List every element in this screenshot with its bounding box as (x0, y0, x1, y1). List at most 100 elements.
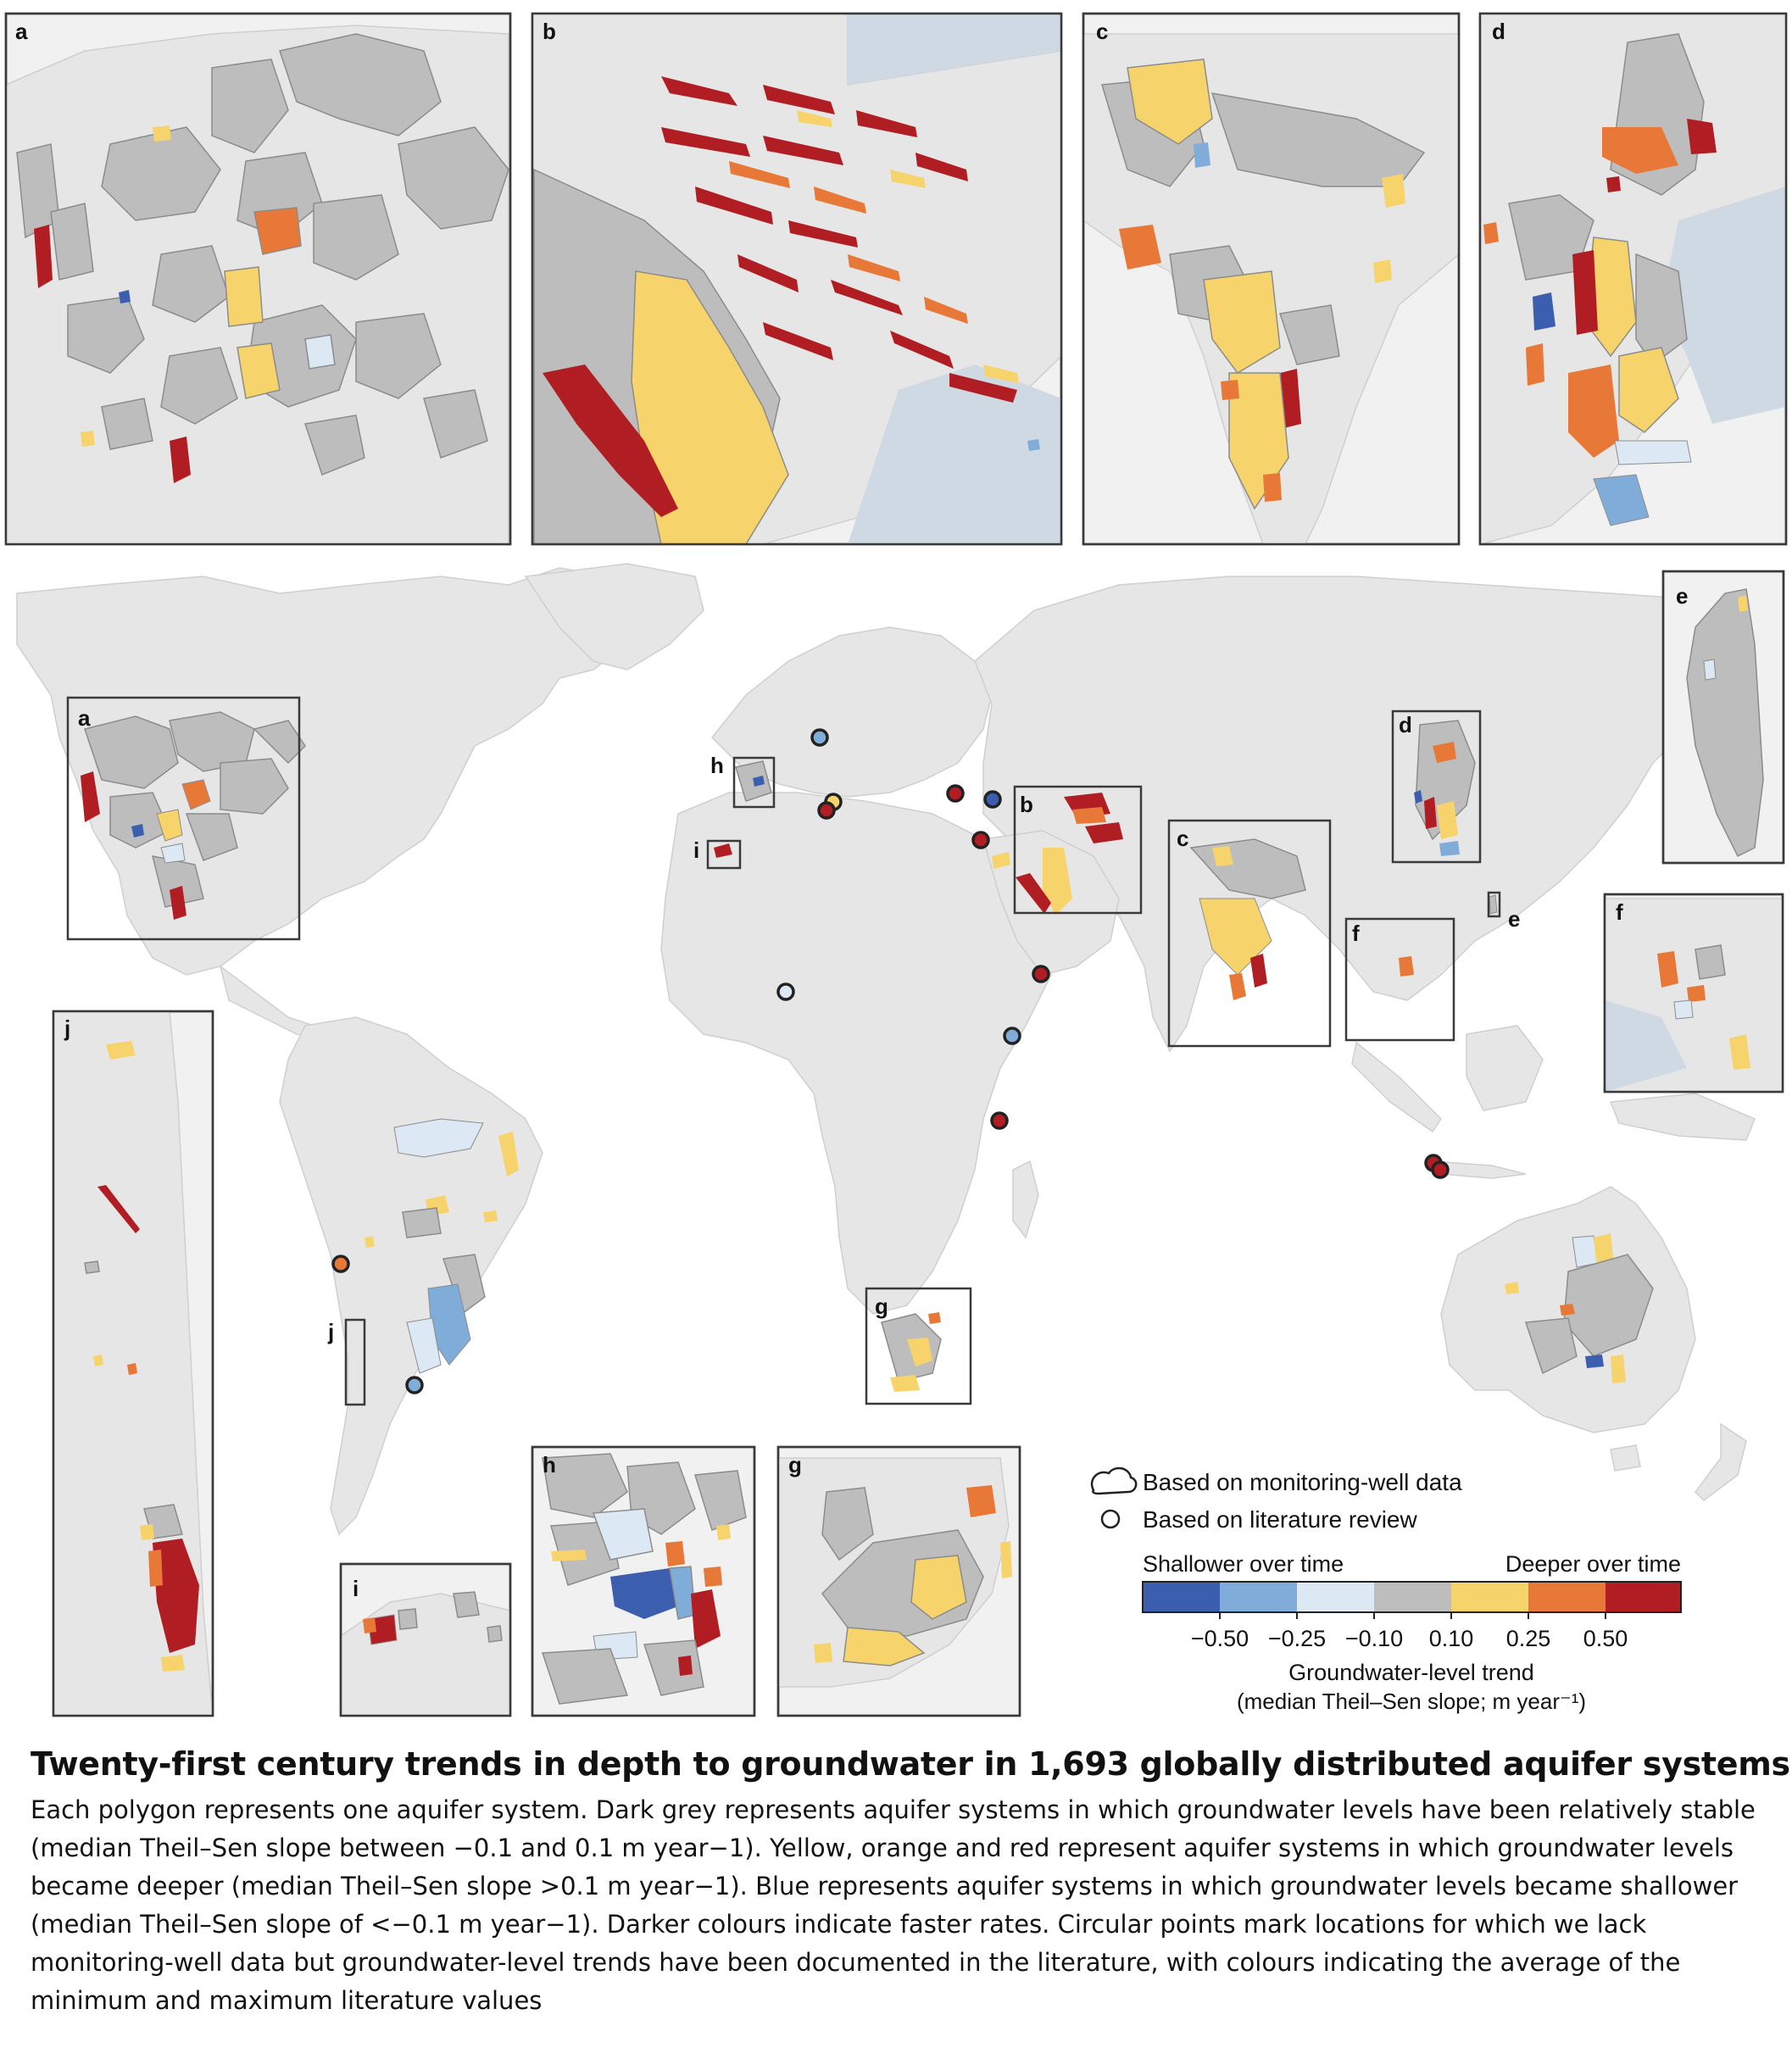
circle-legend-icon (1100, 1509, 1121, 1529)
shallower-label: Shallower over time (1143, 1551, 1344, 1577)
india-aquifers (1189, 838, 1306, 1000)
panel-f: f (1603, 893, 1784, 1093)
panel-i: i (339, 1562, 512, 1717)
literature-point-spain-southeast (817, 801, 836, 820)
legend: Based on monitoring-well data Based on l… (1090, 1466, 1682, 1714)
panel-label-f: f (1616, 899, 1623, 925)
inset-box-c (1167, 819, 1332, 1048)
polygon-legend-icon (1090, 1466, 1138, 1495)
panel-label-d: d (1492, 19, 1505, 44)
literature-point-turkey (983, 790, 1002, 809)
panel-c: c (1082, 12, 1461, 546)
inset-box-label-e: e (1508, 906, 1520, 932)
caption-title: Twenty-first century trends in depth to … (31, 1745, 1792, 1783)
literature-points (331, 728, 1450, 1394)
china-aquifers (1414, 720, 1476, 856)
inset-box-label-d: d (1399, 712, 1412, 737)
inset-box-j (344, 1318, 366, 1406)
inset-box-e (1487, 891, 1501, 918)
panel-b: b (531, 12, 1063, 546)
panel-j: j (52, 1010, 214, 1717)
inset-box-label-b: b (1020, 792, 1033, 817)
literature-point-kenya (990, 1111, 1009, 1130)
south-africa-aquifers (881, 1312, 942, 1392)
madagascar-landmass (1012, 1160, 1039, 1239)
inset-box-b (1013, 785, 1143, 915)
panel-h: h (531, 1445, 756, 1717)
inset-box-a (66, 696, 301, 941)
sumatra-landmass (1351, 1041, 1442, 1133)
literature-point-argentina (405, 1376, 424, 1394)
panel-label-a: a (15, 19, 28, 44)
panel-label-g: g (788, 1452, 802, 1477)
scale-axis-subtitle: (median Theil–Sen slope; m year⁻¹) (1237, 1689, 1586, 1714)
scale-swatch-4 (1374, 1582, 1451, 1612)
inset-box-i (706, 839, 742, 870)
inset-box-label-f: f (1352, 921, 1360, 946)
literature-point-nile (971, 831, 990, 849)
inset-box-label-a: a (78, 705, 91, 731)
scale-tick-4: 0.10 (1429, 1626, 1474, 1651)
panel-g: g (776, 1445, 1021, 1717)
inset-box-label-i: i (693, 838, 699, 863)
scale-tick-5: 0.25 (1506, 1626, 1551, 1651)
color-scale (1142, 1581, 1682, 1619)
new-guinea-landmass (1609, 1093, 1756, 1141)
scale-tick-1: −0.50 (1191, 1626, 1249, 1651)
panel-label-b: b (543, 19, 556, 44)
africa-landmass (660, 792, 1052, 1315)
tasmania-landmass (1610, 1444, 1641, 1472)
greenland-landmass (524, 563, 704, 671)
inset-box-f (1344, 917, 1455, 1042)
figure-caption: Twenty-first century trends in depth to … (31, 1742, 1792, 2020)
usa-aquifers (81, 711, 306, 920)
australia-aquifers (1505, 1233, 1654, 1383)
scale-tick-6: 0.50 (1583, 1626, 1628, 1651)
new-zealand-landmass (1695, 1422, 1747, 1501)
literature-point-ethiopia (1003, 1027, 1021, 1045)
scale-swatch-1 (1143, 1582, 1220, 1612)
polygon-legend-label: Based on monitoring-well data (1143, 1469, 1462, 1495)
literature-point-java-2 (1431, 1160, 1450, 1179)
thailand-aquifer (1399, 956, 1414, 977)
scale-tick-2: −0.25 (1268, 1626, 1326, 1651)
panel-label-e: e (1676, 583, 1688, 609)
scale-axis-title: Groundwater-level trend (1288, 1660, 1534, 1685)
panel-label-c: c (1096, 19, 1108, 44)
inset-box-label-c: c (1177, 826, 1188, 851)
panel-a: a (4, 12, 512, 546)
panel-e: e (1661, 570, 1785, 865)
iran-aquifers (992, 793, 1123, 915)
south-america-aquifers (365, 1118, 519, 1374)
borneo-landmass (1466, 1025, 1544, 1111)
europe-landmass (710, 626, 993, 798)
scale-swatch-2 (1220, 1582, 1297, 1612)
literature-point-yemen (1032, 965, 1050, 983)
panel-d: d (1478, 12, 1788, 546)
scale-swatch-6 (1528, 1582, 1606, 1612)
figure: a h i b c d f e g j (4, 12, 1788, 1717)
taiwan-island (1489, 894, 1498, 915)
scale-swatch-7 (1606, 1582, 1681, 1612)
world-map: a h i b c d f e g j (16, 563, 1781, 1536)
circle-legend-label: Based on literature review (1143, 1506, 1418, 1533)
inset-box-label-g: g (875, 1294, 888, 1319)
scale-swatch-3 (1297, 1582, 1374, 1612)
inset-box-label-h: h (710, 753, 724, 778)
inset-box-d (1391, 710, 1482, 864)
inset-box-g (865, 1287, 972, 1405)
literature-point-peru (331, 1255, 350, 1273)
panel-label-i: i (353, 1576, 359, 1601)
panel-label-h: h (543, 1452, 556, 1477)
caption-body: Each polygon represents one aquifer syst… (31, 1795, 1756, 2015)
literature-point-greece (946, 784, 965, 803)
panel-label-j: j (64, 1016, 70, 1041)
south-america-landmass (279, 1016, 543, 1536)
inset-box-h (732, 756, 776, 809)
literature-point-central-europe (810, 728, 829, 747)
inset-box-label-j: j (327, 1319, 334, 1344)
deeper-label: Deeper over time (1505, 1551, 1681, 1577)
scale-swatch-5 (1451, 1582, 1528, 1612)
morocco-aquifer (714, 843, 732, 858)
spain-aquifer-shallow (753, 776, 765, 787)
